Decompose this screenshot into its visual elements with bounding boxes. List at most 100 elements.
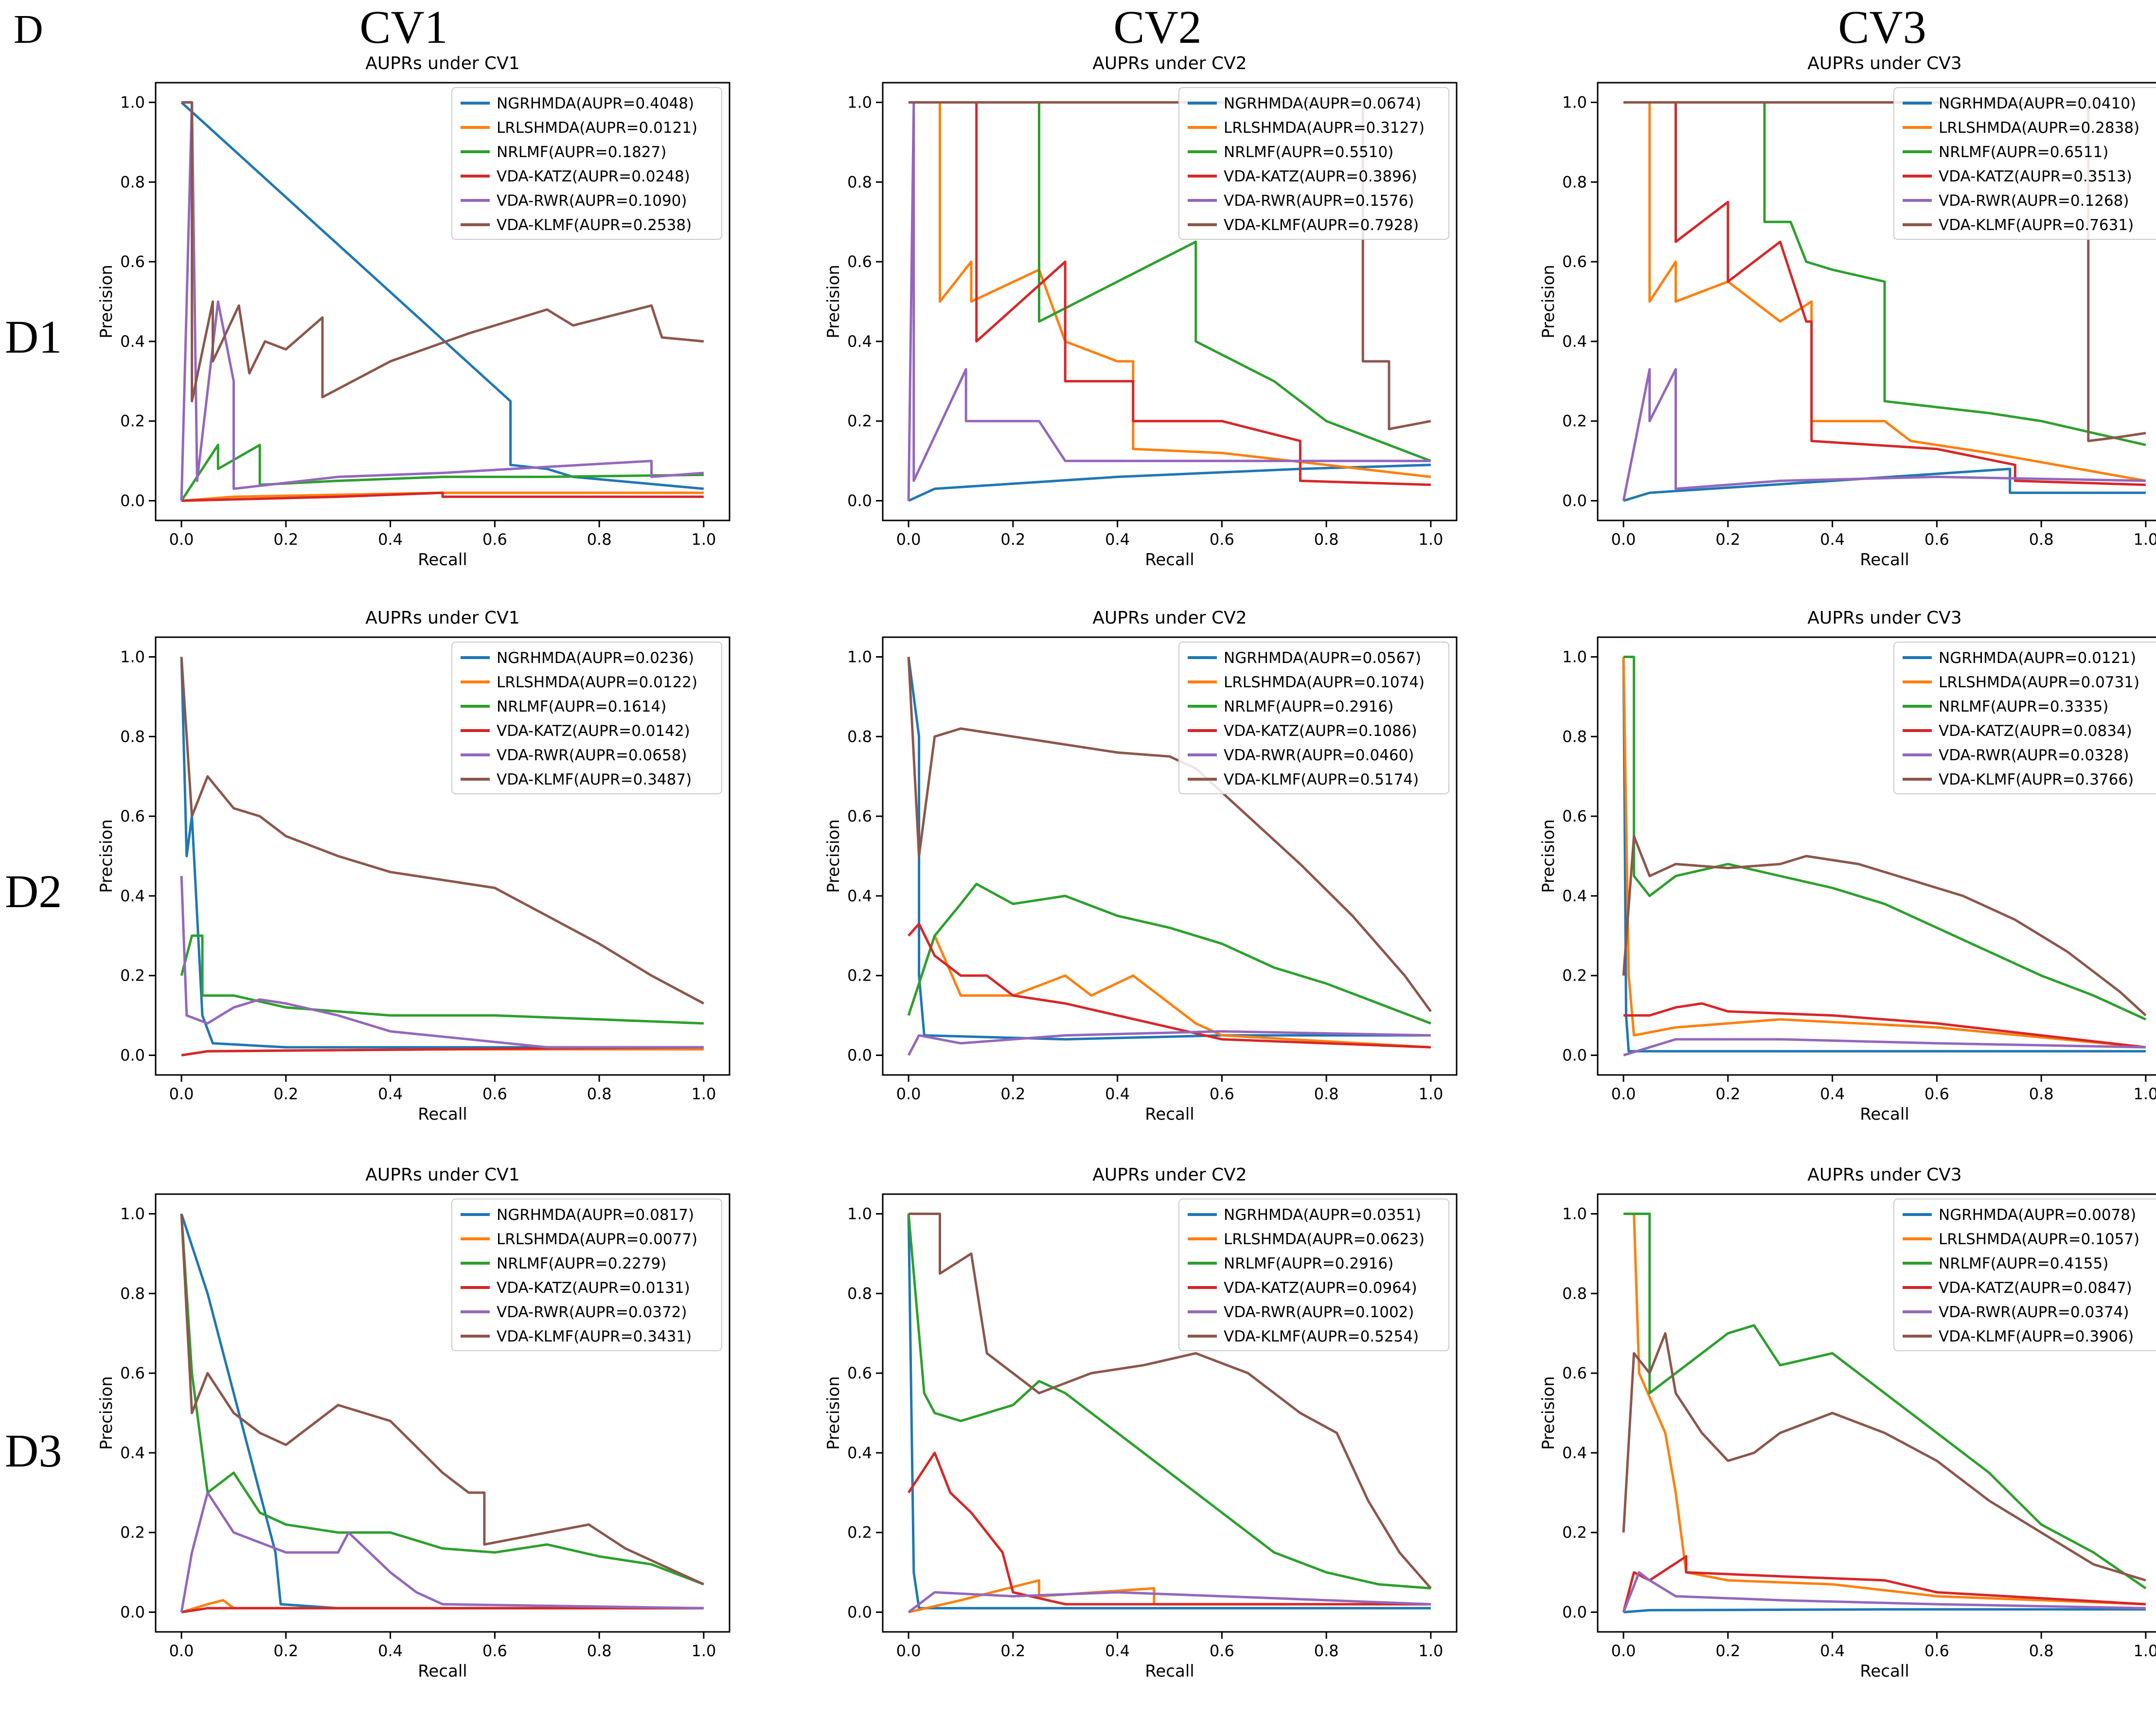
chart-d2-cv1-title: AUPRs under CV1 xyxy=(365,608,519,628)
chart-d2-cv1-series-group xyxy=(180,657,705,1056)
chart-d2-cv1-xtick-label-3: 0.6 xyxy=(482,1085,507,1103)
chart-d3-cv3-legend: NGRHMDA(AUPR=0.0078) LRLSHMDA(AUPR=0.1057… xyxy=(1893,1198,2156,1351)
chart-d1-cv2-ytick-label-2: 0.4 xyxy=(847,332,872,351)
chart-d3-cv1-xtick-label-2: 0.4 xyxy=(378,1642,403,1660)
chart-d2-cv2-series-group xyxy=(907,657,1432,1056)
chart-d1-cv1-ylabel: Precision xyxy=(97,265,116,339)
chart-d2-cv1-series-nrlmf xyxy=(180,934,704,1025)
chart-d2-cv2-legend-entry-lrlshmda: LRLSHMDA(AUPR=0.1074) xyxy=(1224,674,1425,691)
chart-d3-cv2-series-vda-rwr xyxy=(908,1591,1431,1613)
chart-d3-cv3-series-ngrhmda xyxy=(1623,1608,2146,1613)
chart-d2-cv3-title: AUPRs under CV3 xyxy=(1807,608,1961,628)
chart-d2-cv1-xtick-label-2: 0.4 xyxy=(378,1085,403,1103)
chart-d2-cv2-legend: NGRHMDA(AUPR=0.0567) LRLSHMDA(AUPR=0.1074… xyxy=(1178,642,1449,794)
chart-d2-cv3-xlabel: Recall xyxy=(1860,1105,1909,1124)
chart-d3-cv3-xtick-label-1: 0.2 xyxy=(1715,1642,1740,1660)
chart-d1-cv1-ytick-label-5: 1.0 xyxy=(120,93,145,112)
chart-d1-cv3-legend-entry-vda-rwr: VDA-RWR(AUPR=0.1268) xyxy=(1939,192,2129,210)
chart-d1-cv2-legend-entry-vda-katz: VDA-KATZ(AUPR=0.3896) xyxy=(1224,168,1417,185)
chart-d1-cv3-ytick-label-4: 0.8 xyxy=(1562,173,1587,191)
chart-d3-cv2-series-vda-klmf xyxy=(909,1213,1432,1590)
chart-d2-cv2-xtick-label-4: 0.8 xyxy=(1314,1085,1339,1103)
chart-d3-cv3-ytick-label-3: 0.6 xyxy=(1562,1364,1587,1382)
chart-d2-cv3-ylabel: Precision xyxy=(1539,819,1558,893)
chart-d3-cv1-legend: NGRHMDA(AUPR=0.0817) LRLSHMDA(AUPR=0.0077… xyxy=(451,1198,722,1351)
chart-d3-cv2-xtick-label-5: 1.0 xyxy=(1418,1642,1443,1660)
chart-d1-cv2-ytick-label-3: 0.6 xyxy=(847,252,872,271)
chart-d3-cv1-ytick-label-2: 0.4 xyxy=(120,1444,145,1462)
chart-d3-cv1-xtick-label-3: 0.6 xyxy=(482,1642,507,1660)
chart-d1-cv2-ytick-label-5: 1.0 xyxy=(847,93,872,112)
column-header-cv1: CV1 xyxy=(359,1,447,53)
chart-d1-cv1-ytick-label-3: 0.6 xyxy=(120,252,145,271)
chart-d1-cv2-legend: NGRHMDA(AUPR=0.0674) LRLSHMDA(AUPR=0.3127… xyxy=(1178,87,1449,240)
chart-d2-cv1-ytick-label-4: 0.8 xyxy=(120,727,145,746)
chart-d3-cv2-legend-entry-lrlshmda: LRLSHMDA(AUPR=0.0623) xyxy=(1224,1231,1425,1248)
chart-d2-cv2-ytick-label-3: 0.6 xyxy=(847,807,872,825)
chart-d2-cv2-xtick-label-1: 0.2 xyxy=(1000,1085,1025,1103)
chart-d3-cv3-xtick-label-4: 0.8 xyxy=(2029,1642,2054,1660)
chart-d3-cv1-legend-entry-vda-rwr: VDA-RWR(AUPR=0.0372) xyxy=(497,1304,687,1321)
chart-d3-cv1-series-group xyxy=(180,1213,704,1613)
chart-d3-cv3-frame xyxy=(1597,1193,2156,1633)
chart-d3-cv2-xlabel: Recall xyxy=(1145,1662,1194,1681)
chart-d3-cv3: AUPRs under CV3 0.0 0.0 0.2 0.2 0.4 0.4 0.6 0.6 0… xyxy=(1539,1165,2156,1681)
chart-d3-cv3-xtick-label-5: 1.0 xyxy=(2133,1642,2156,1660)
chart-d1-cv3: AUPRs under CV3 0.0 0.0 0.2 0.2 0.4 0.4 0.6 0.6 0… xyxy=(1539,54,2156,570)
chart-d1-cv3-xtick-label-3: 0.6 xyxy=(1924,530,1949,549)
chart-d2-cv1-legend-entry-lrlshmda: LRLSHMDA(AUPR=0.0122) xyxy=(497,674,697,691)
chart-d2-cv2-xtick-label-2: 0.4 xyxy=(1105,1085,1130,1103)
chart-d3-cv3-ytick-label-2: 0.4 xyxy=(1562,1444,1587,1462)
chart-d3-cv3-legend-entry-lrlshmda: LRLSHMDA(AUPR=0.1057) xyxy=(1939,1231,2139,1248)
chart-d3-cv3-xlabel: Recall xyxy=(1860,1662,1909,1681)
chart-d2-cv3-xtick-label-3: 0.6 xyxy=(1924,1085,1949,1103)
chart-d2-cv3-series-vda-klmf xyxy=(1622,835,2147,1017)
chart-d1-cv1-xtick-label-5: 1.0 xyxy=(691,530,716,549)
chart-d2-cv1-series-vda-klmf xyxy=(180,657,705,1005)
chart-d3-cv2-series-vda-katz xyxy=(908,1451,1431,1606)
chart-d3-cv1-legend-entry-vda-katz: VDA-KATZ(AUPR=0.0131) xyxy=(497,1279,690,1297)
chart-d3-cv1-xtick-label-4: 0.8 xyxy=(587,1642,612,1660)
chart-d3-cv1-ytick-label-0: 0.0 xyxy=(120,1603,145,1622)
chart-d3-cv1-ytick-label-4: 0.8 xyxy=(120,1284,145,1303)
chart-d1-cv3-xtick-label-5: 1.0 xyxy=(2133,530,2156,549)
chart-d3-cv1-legend-entry-ngrhmda: NGRHMDA(AUPR=0.0817) xyxy=(497,1206,694,1224)
panel-letter: D xyxy=(14,7,43,52)
chart-d2-cv2-xlabel: Recall xyxy=(1145,1105,1194,1124)
chart-d2-cv2-ytick-label-2: 0.4 xyxy=(847,887,872,905)
chart-d3-cv2-legend-box xyxy=(1178,1198,1449,1351)
chart-d1-cv3-series-lrlshmda xyxy=(1623,101,2146,482)
chart-d1-cv1-ytick-label-2: 0.4 xyxy=(120,332,145,351)
chart-d3-cv1-legend-entry-lrlshmda: LRLSHMDA(AUPR=0.0077) xyxy=(497,1231,697,1248)
chart-d3-cv3-ytick-label-5: 1.0 xyxy=(1562,1205,1587,1223)
chart-d2-cv1-xtick-label-1: 0.2 xyxy=(273,1085,298,1103)
chart-d2-cv2-legend-entry-vda-katz: VDA-KATZ(AUPR=0.1086) xyxy=(1224,722,1417,740)
chart-d1-cv1-series-group xyxy=(180,101,704,502)
chart-d3-cv2-title: AUPRs under CV2 xyxy=(1092,1165,1247,1185)
chart-d1-cv2-xlabel: Recall xyxy=(1145,550,1194,570)
chart-d1-cv2-xtick-label-1: 0.2 xyxy=(1000,530,1025,549)
chart-d1-cv1-xtick-label-3: 0.6 xyxy=(482,530,507,549)
chart-d3-cv3-legend-entry-ngrhmda: NGRHMDA(AUPR=0.0078) xyxy=(1939,1206,2136,1224)
chart-d3-cv2-xtick-label-3: 0.6 xyxy=(1210,1642,1234,1660)
chart-d1-cv1-legend-box xyxy=(451,87,722,240)
chart-d2-cv2-frame xyxy=(882,636,1458,1076)
chart-d3-cv2-ytick-label-5: 1.0 xyxy=(847,1205,872,1223)
chart-d2-cv1-series-vda-rwr xyxy=(180,876,704,1049)
chart-d3-cv3-series-nrlmf xyxy=(1623,1213,2147,1590)
row-header-d1: D1 xyxy=(5,311,62,363)
chart-d1-cv2-series-lrlshmda xyxy=(909,101,1431,478)
chart-d2-cv3-series-nrlmf xyxy=(1623,656,2146,1021)
chart-d2-cv2-legend-entry-nrlmf: NRLMF(AUPR=0.2916) xyxy=(1224,698,1393,715)
chart-d2-cv2-ytick-label-4: 0.8 xyxy=(847,727,872,746)
chart-d1-cv3-xtick-label-0: 0.0 xyxy=(1611,530,1636,549)
chart-d1-cv2-legend-entry-lrlshmda: LRLSHMDA(AUPR=0.3127) xyxy=(1224,119,1425,137)
chart-d3-cv3-legend-entry-vda-klmf: VDA-KLMF(AUPR=0.3906) xyxy=(1939,1328,2134,1345)
chart-d3-cv1: AUPRs under CV1 0.0 0.0 0.2 0.2 0.4 0.4 0.6 0.6 0… xyxy=(97,1165,731,1681)
chart-d2-cv3-ytick-label-2: 0.4 xyxy=(1562,887,1587,905)
chart-d1-cv2-ylabel: Precision xyxy=(824,265,843,339)
chart-d2-cv2-series-vda-klmf xyxy=(907,657,1432,1012)
chart-d3-cv3-title: AUPRs under CV3 xyxy=(1807,1165,1961,1185)
chart-d1-cv1-series-vda-klmf xyxy=(181,101,704,403)
